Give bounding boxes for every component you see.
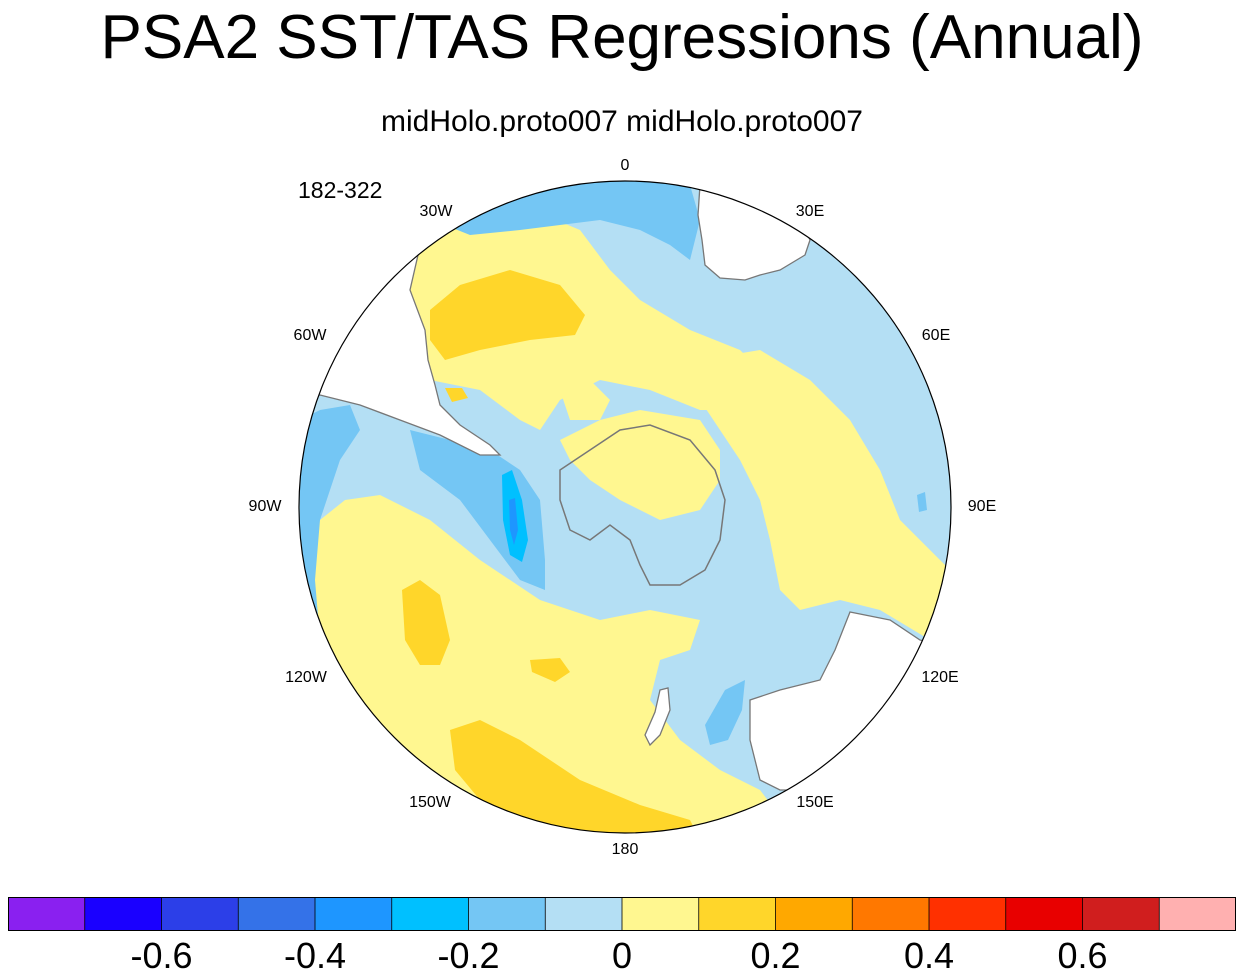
colorbar-label: 0.4 <box>903 935 955 976</box>
colorbar-swatch <box>545 897 623 931</box>
colorbar-label: 0 <box>611 935 633 976</box>
lon-label-150w: 150W <box>409 794 452 811</box>
lon-label-30e: 30E <box>796 203 824 220</box>
colorbar-swatch <box>8 897 86 931</box>
lon-label-60e: 60E <box>922 327 950 344</box>
longitude-labels: 0 30E 60E 90E 120E 150E 180 150W 120W 90… <box>249 157 997 858</box>
colorbar-swatch <box>161 897 239 931</box>
map-field <box>299 181 951 833</box>
year-range-label: 182-322 <box>298 177 383 203</box>
map-border <box>298 180 952 834</box>
colorbar-label: -0.2 <box>437 935 500 976</box>
lon-label-90w: 90W <box>249 498 283 515</box>
lon-label-90e: 90E <box>968 498 996 515</box>
field-gold-small <box>445 388 468 402</box>
field-neg-tasman <box>705 680 745 745</box>
colorbar-label: -0.4 <box>283 935 347 976</box>
colorbar-swatch <box>1159 897 1236 931</box>
lon-label-120e: 120E <box>921 669 958 686</box>
field-pos-central <box>560 410 720 520</box>
colorbar-border <box>8 897 1236 931</box>
lon-label-150e: 150E <box>796 794 833 811</box>
lon-label-60w: 60W <box>294 327 328 344</box>
field-pos-indian <box>700 350 951 640</box>
field-neg-amundsen-inner <box>509 498 518 545</box>
lon-label-180: 180 <box>612 841 639 858</box>
colorbar-swatch <box>238 897 316 931</box>
lon-label-30w: 30W <box>420 203 454 220</box>
subtitle: midHolo.proto007 midHolo.proto007 <box>381 105 863 138</box>
colorbar-swatch <box>852 897 930 931</box>
polar-map: 0 30E 60E 90E 120E 150E 180 150W 120W 90… <box>249 157 997 858</box>
colorbar-swatch <box>1082 897 1160 931</box>
colorbar-swatch <box>84 897 162 931</box>
colorbar-swatch <box>622 897 700 931</box>
colorbar-swatch <box>315 897 393 931</box>
colorbar-swatch <box>698 897 776 931</box>
colorbar-label: 0.2 <box>750 935 801 976</box>
land-new-zealand <box>644 687 671 747</box>
colorbar-swatch <box>929 897 1007 931</box>
field-gold-pacific-c <box>530 658 570 682</box>
colorbar-label: -0.6 <box>130 935 193 976</box>
colorbar <box>8 897 1236 931</box>
colorbar-swatch <box>1005 897 1083 931</box>
colorbar-swatch <box>775 897 853 931</box>
colorbar-swatch <box>468 897 546 931</box>
colorbar-label: 0.6 <box>1057 935 1108 976</box>
lon-label-0: 0 <box>621 157 630 174</box>
land-antarctica <box>559 424 726 586</box>
field-gold-pacific-w <box>402 580 450 665</box>
field-neg-indian-small <box>917 492 927 512</box>
field-gold-atlantic <box>430 270 585 360</box>
field-neg-pacific-w <box>300 405 360 660</box>
main-title: PSA2 SST/TAS Regressions (Annual) <box>100 3 1144 72</box>
lon-label-120w: 120W <box>285 669 328 686</box>
colorbar-swatch <box>391 897 469 931</box>
field-pos-central-2 <box>560 380 610 420</box>
